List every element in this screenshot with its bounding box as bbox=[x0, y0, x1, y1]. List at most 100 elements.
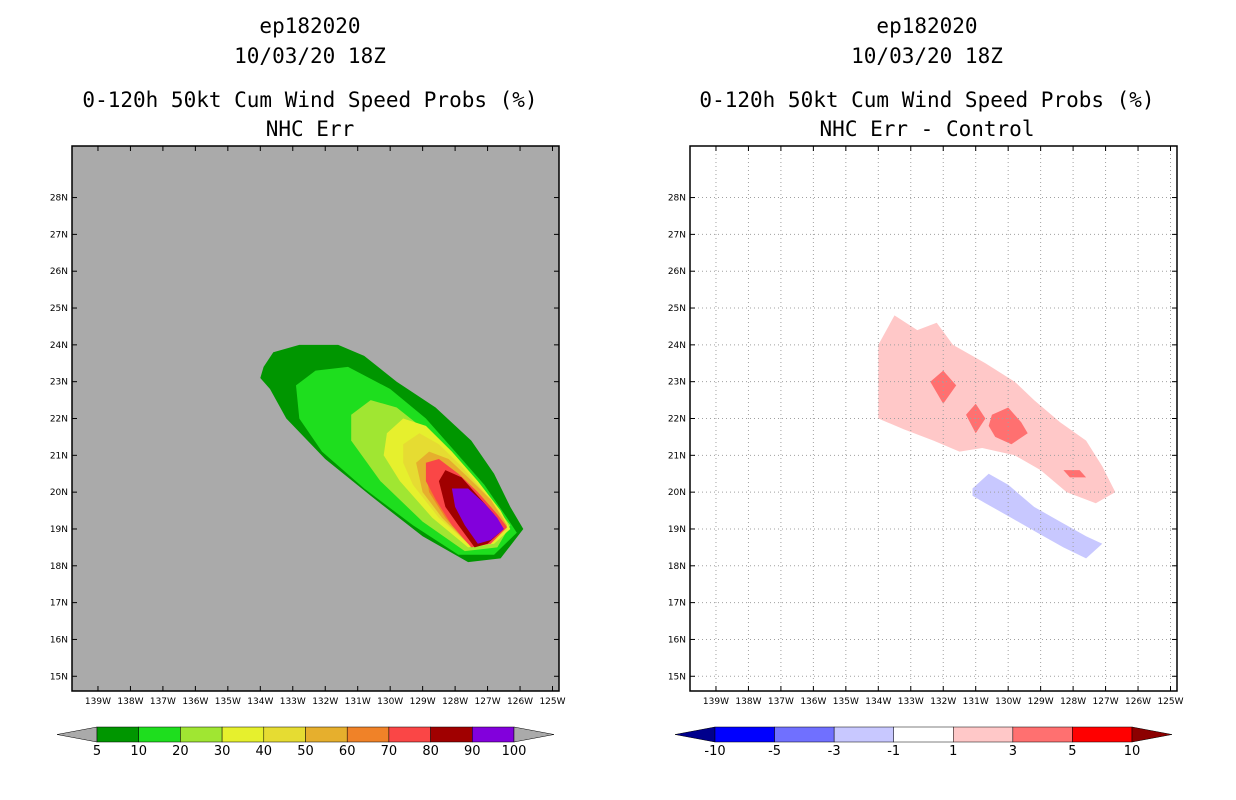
right-ytick-label: 19N bbox=[668, 525, 686, 535]
right-colorbar-swatch bbox=[714, 726, 775, 743]
right-colorbar-label: -3 bbox=[828, 744, 841, 759]
right-datetime: 10/03/20 18Z bbox=[851, 44, 1003, 68]
left-ytick-label: 20N bbox=[50, 488, 68, 498]
right-xtick-label: 137W bbox=[768, 697, 794, 707]
left-datetime: 10/03/20 18Z bbox=[234, 44, 386, 68]
right-ytick-label: 17N bbox=[668, 599, 686, 609]
right-xtick-label: 136W bbox=[800, 697, 826, 707]
left-xtick-label: 129W bbox=[410, 697, 436, 707]
right-colorbar-label: 5 bbox=[1068, 744, 1076, 759]
right-storm-id: ep182020 bbox=[876, 14, 978, 38]
left-xtick-label: 136W bbox=[182, 697, 208, 707]
left-colorbar-swatch bbox=[96, 726, 139, 743]
left-colorbar-label: 30 bbox=[214, 744, 231, 759]
right-xtick-label: 138W bbox=[735, 697, 761, 707]
right-colorbar-label: -5 bbox=[768, 744, 781, 759]
left-xtick-label: 126W bbox=[507, 697, 533, 707]
right-ytick-label: 28N bbox=[668, 194, 686, 204]
left-ytick-label: 28N bbox=[50, 194, 68, 204]
left-colorbar-over bbox=[513, 726, 555, 743]
left-colorbar-swatch bbox=[221, 726, 265, 743]
right-contour-1-0 bbox=[878, 315, 1116, 504]
right-ytick-label: 27N bbox=[668, 230, 686, 240]
left-xtick-label: 132W bbox=[312, 697, 338, 707]
right-ytick-label: 16N bbox=[668, 635, 686, 645]
left-colorbar-label: 10 bbox=[130, 744, 147, 759]
right-title: 0-120h 50kt Cum Wind Speed Probs (%) bbox=[699, 88, 1155, 112]
right-colorbar-label: 1 bbox=[949, 744, 957, 759]
left-ytick-label: 27N bbox=[50, 230, 68, 240]
right-xtick-label: 130W bbox=[995, 697, 1021, 707]
right-colorbar-swatch bbox=[1072, 726, 1133, 743]
left-colorbar-under bbox=[56, 726, 98, 743]
right-colorbar: -10 -5 -3 -1 1 3 5 10 bbox=[674, 726, 1173, 759]
left-xtick-label: 131W bbox=[345, 697, 371, 707]
left-xtick-label: 127W bbox=[475, 697, 501, 707]
left-ytick-label: 15N bbox=[50, 672, 68, 682]
right-ytick-label: 20N bbox=[668, 488, 686, 498]
left-ytick-label: 21N bbox=[50, 451, 68, 461]
right-xtick-label: 131W bbox=[963, 697, 989, 707]
right-contour-3-3 bbox=[988, 407, 1028, 445]
left-xtick-label: 133W bbox=[280, 697, 306, 707]
left-colorbar-swatch bbox=[138, 726, 181, 743]
left-xtick-label: 135W bbox=[215, 697, 241, 707]
left-ytick-label: 23N bbox=[50, 378, 68, 388]
right-ytick-label: 25N bbox=[668, 304, 686, 314]
left-ytick-label: 25N bbox=[50, 304, 68, 314]
right-xtick-label: 125W bbox=[1157, 697, 1183, 707]
right-xtick-label: 134W bbox=[865, 697, 891, 707]
left-plot: 139W 138W 137W 136W 135W 134W 133W 132W 131W 130W… bbox=[50, 145, 566, 707]
left-ytick-label: 26N bbox=[50, 267, 68, 277]
right-colorbar-swatch bbox=[893, 726, 954, 743]
left-colorbar-swatch bbox=[430, 726, 473, 743]
left-colorbar-swatch bbox=[388, 726, 431, 743]
left-title: 0-120h 50kt Cum Wind Speed Probs (%) bbox=[82, 88, 538, 112]
right-ytick-label: 23N bbox=[668, 378, 686, 388]
right-ytick-label: 22N bbox=[668, 415, 686, 425]
left-colorbar-swatch bbox=[263, 726, 306, 743]
right-xtick-label: 126W bbox=[1125, 697, 1151, 707]
left-colorbar-label: 70 bbox=[381, 744, 398, 759]
left-colorbar-label: 90 bbox=[464, 744, 481, 759]
left-ytick-label: 16N bbox=[50, 635, 68, 645]
right-ytick-label: 15N bbox=[668, 672, 686, 682]
left-ytick-label: 22N bbox=[50, 415, 68, 425]
left-ytick-label: 19N bbox=[50, 525, 68, 535]
right-subtitle: NHC Err - Control bbox=[819, 117, 1035, 141]
left-colorbar-swatch bbox=[346, 726, 390, 743]
left-ytick-label: 17N bbox=[50, 599, 68, 609]
left-contour-90-9 bbox=[451, 488, 504, 544]
right-xtick-label: 129W bbox=[1028, 697, 1054, 707]
right-colorbar-swatch bbox=[1012, 726, 1073, 743]
right-ytick-label: 24N bbox=[668, 341, 686, 351]
right-contour-3-4 bbox=[1063, 470, 1087, 478]
right-colorbar-swatch bbox=[833, 726, 894, 743]
right-xtick-label: 135W bbox=[833, 697, 859, 707]
right-colorbar-under bbox=[674, 726, 716, 743]
left-colorbar-label: 5 bbox=[93, 744, 101, 759]
right-contour-3-1 bbox=[930, 370, 957, 404]
right-xtick-label: 127W bbox=[1093, 697, 1119, 707]
left-xtick-label: 134W bbox=[247, 697, 273, 707]
left-colorbar-swatch bbox=[180, 726, 223, 743]
right-plot: 139W 138W 137W 136W 135W 134W 133W 132W 131W 130W… bbox=[668, 145, 1184, 707]
left-colorbar-label: 60 bbox=[339, 744, 356, 759]
right-colorbar-over bbox=[1131, 726, 1173, 743]
left-xtick-label: 125W bbox=[539, 697, 565, 707]
right-colorbar-swatch bbox=[953, 726, 1014, 743]
left-xtick-label: 137W bbox=[150, 697, 176, 707]
right-contours bbox=[878, 315, 1116, 559]
left-xtick-label: 130W bbox=[377, 697, 403, 707]
right-xtick-label: 139W bbox=[703, 697, 729, 707]
left-contours bbox=[260, 344, 524, 563]
right-xtick-label: 132W bbox=[930, 697, 956, 707]
left-colorbar-label: 80 bbox=[422, 744, 439, 759]
left-colorbar-label: 100 bbox=[502, 744, 527, 759]
left-colorbar-label: 20 bbox=[172, 744, 189, 759]
left-colorbar-label: 50 bbox=[297, 744, 314, 759]
left-storm-id: ep182020 bbox=[259, 14, 361, 38]
right-colorbar-label: 3 bbox=[1009, 744, 1017, 759]
right-colorbar-label: -1 bbox=[887, 744, 900, 759]
